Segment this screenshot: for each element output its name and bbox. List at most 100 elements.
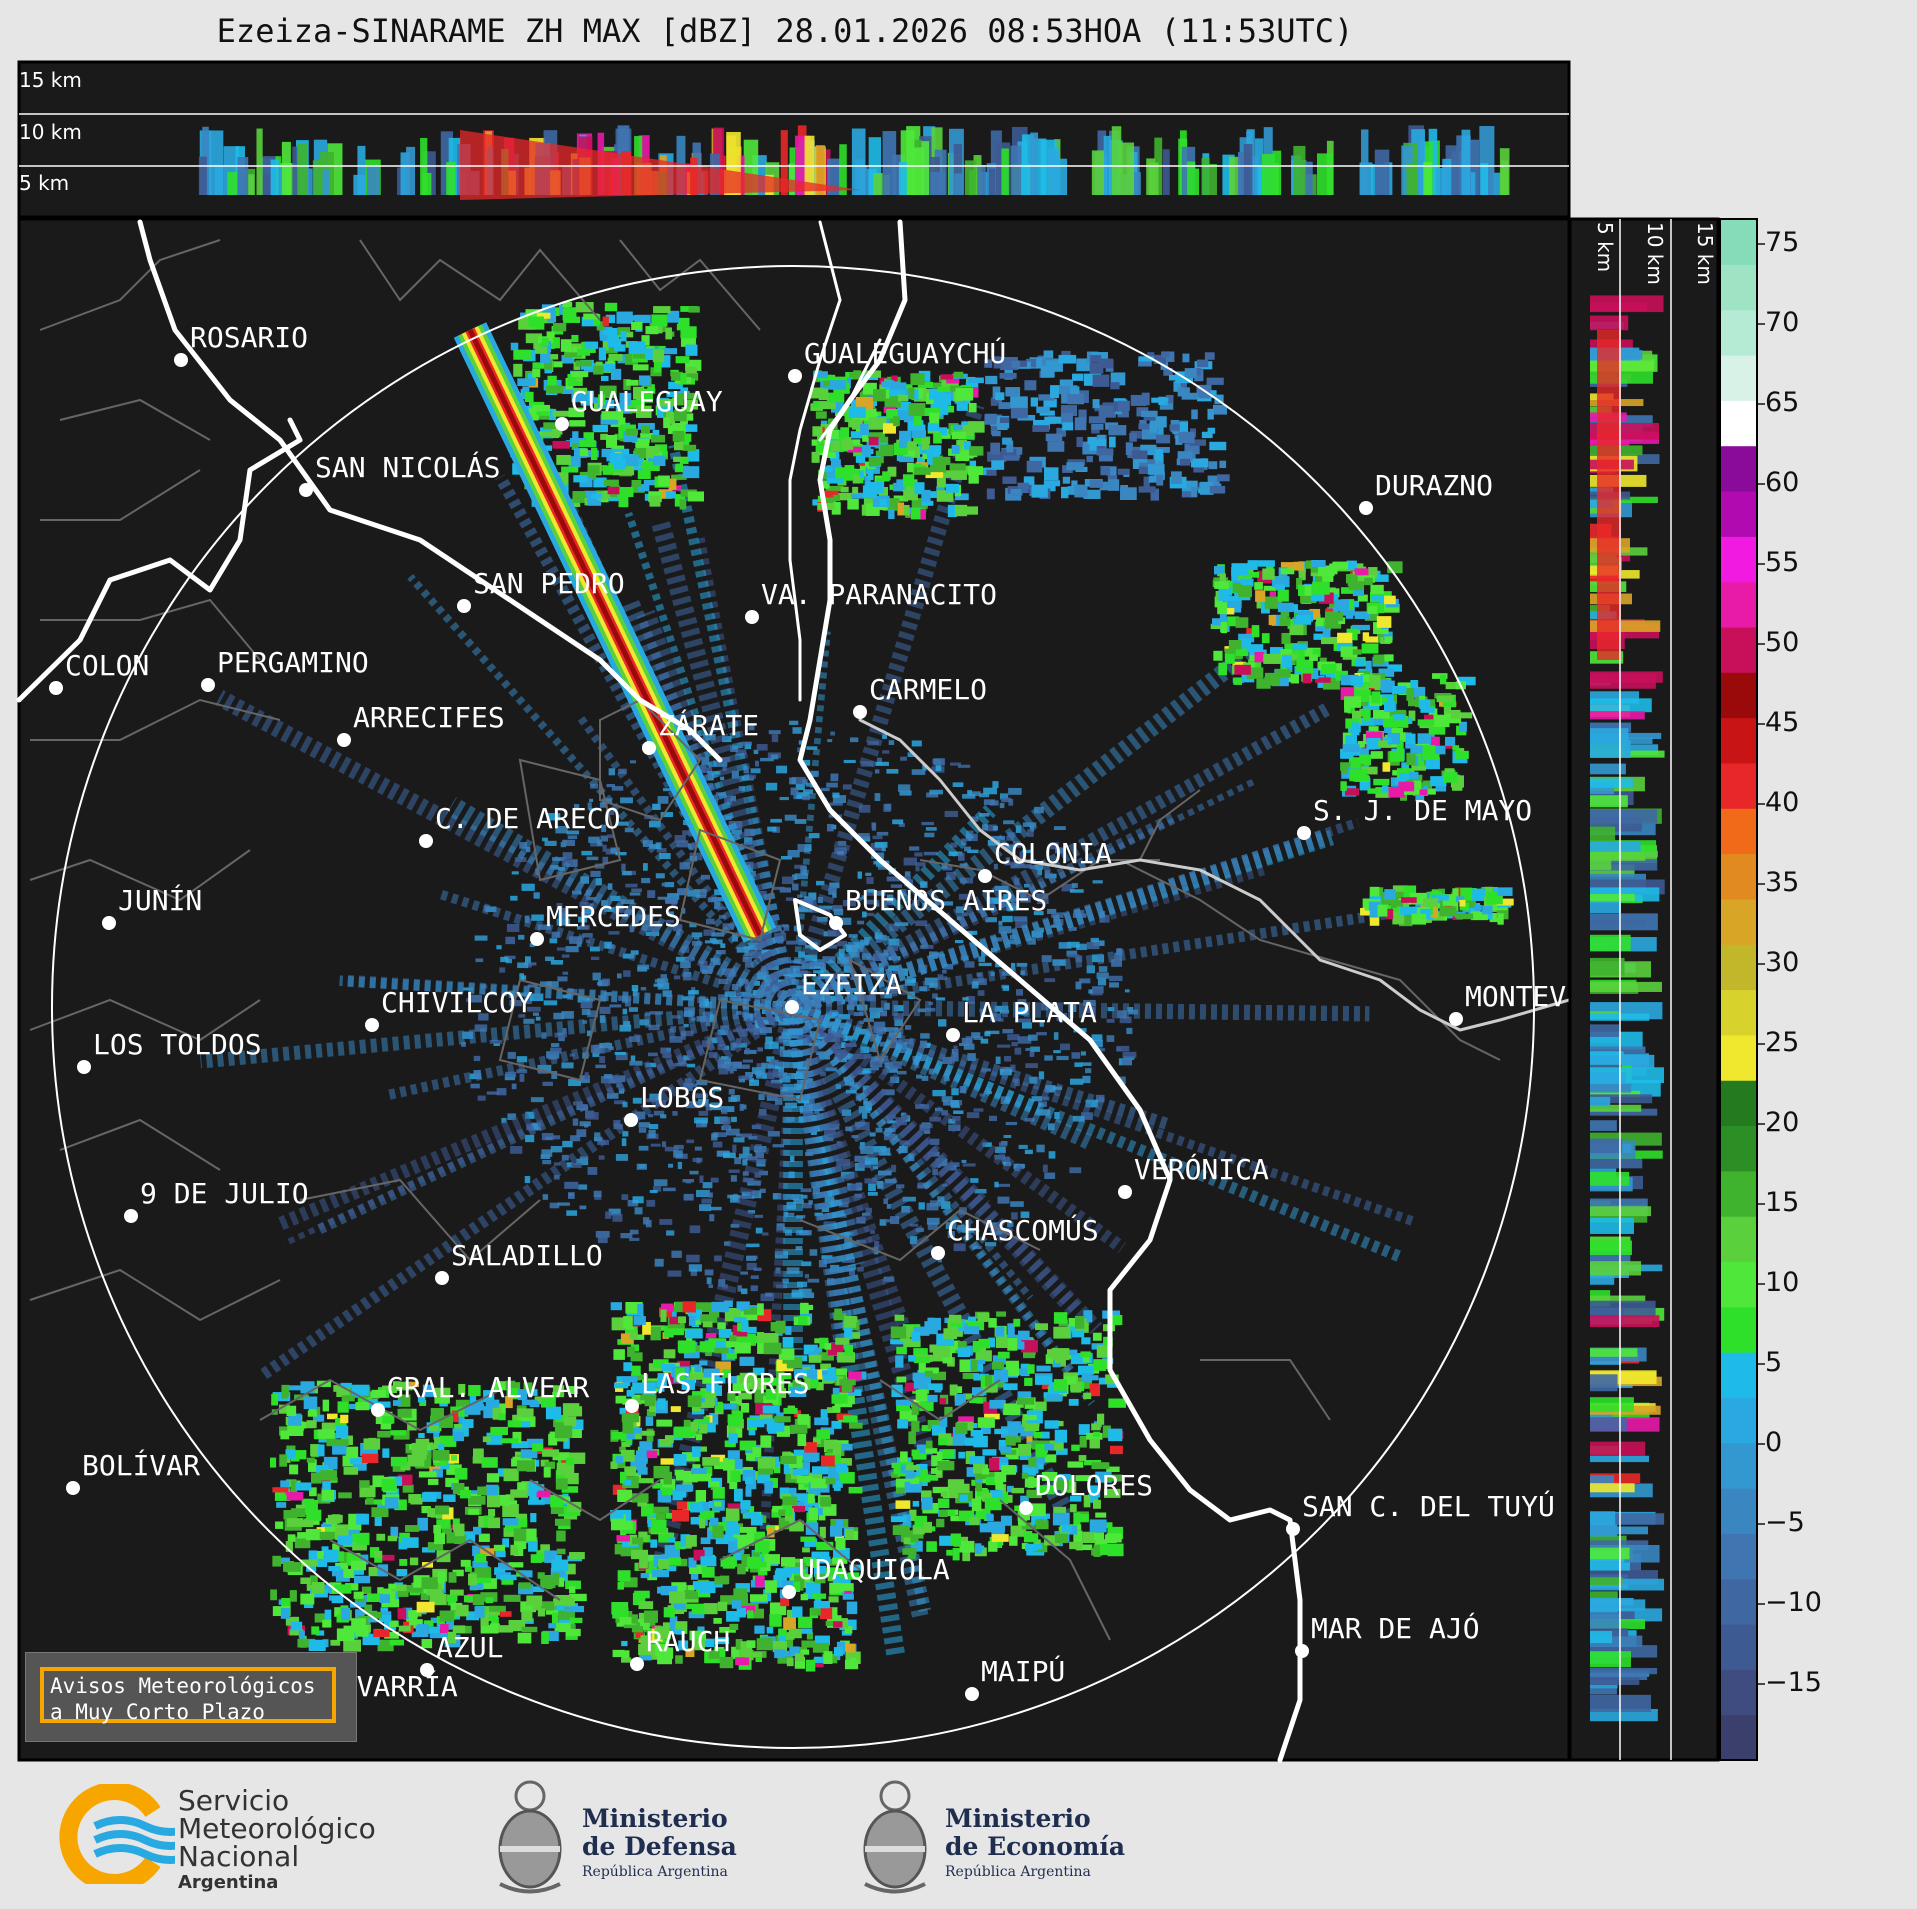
echo-cell — [895, 1500, 911, 1509]
echo-cell — [1106, 1466, 1120, 1473]
echo-cell — [949, 463, 966, 471]
echo-cell — [551, 1071, 558, 1079]
echo-cell — [661, 1141, 667, 1148]
echo-cell — [589, 807, 597, 812]
echo-cell — [778, 1636, 786, 1644]
top-echo-cell — [882, 131, 897, 195]
echo-cell — [446, 1594, 458, 1602]
echo-cell — [367, 1611, 383, 1619]
echo-cell — [593, 493, 603, 499]
echo-cell — [812, 959, 823, 967]
echo-cell — [1001, 797, 1012, 803]
echo-cell — [911, 740, 922, 747]
echo-cell — [404, 1525, 420, 1532]
echo-cell — [740, 1271, 749, 1275]
echo-cell — [453, 1431, 465, 1442]
echo-cell — [921, 1425, 931, 1432]
echo-cell — [754, 1214, 763, 1218]
echo-cell — [687, 991, 696, 999]
echo-cell — [727, 1376, 741, 1384]
echo-cell — [552, 1385, 565, 1398]
echo-cell — [434, 1532, 446, 1545]
echo-cell — [702, 1372, 718, 1384]
echo-cell — [436, 1519, 451, 1529]
echo-cell — [498, 1562, 514, 1571]
echo-cell — [979, 793, 990, 798]
echo-cell — [895, 1486, 907, 1494]
echo-cell — [829, 1582, 842, 1594]
echo-cell — [563, 1563, 576, 1575]
echo-cell — [1086, 965, 1095, 974]
echo-cell — [1026, 1434, 1033, 1444]
echo-cell — [1109, 982, 1120, 988]
echo-cell — [377, 1587, 384, 1594]
echo-cell — [942, 963, 954, 970]
echo-cell — [951, 431, 967, 440]
echo-cell — [816, 1382, 824, 1391]
echo-cell — [1073, 1512, 1081, 1525]
echo-cell — [615, 403, 633, 414]
echo-cell — [511, 1518, 528, 1528]
echo-cell — [607, 834, 614, 839]
echo-cell — [787, 850, 800, 858]
echo-cell — [1023, 1467, 1037, 1476]
echo-cell — [792, 883, 799, 891]
echo-cell — [1007, 1364, 1019, 1376]
echo-cell — [708, 1284, 713, 1289]
echo-cell — [634, 448, 647, 459]
echo-cell — [640, 425, 650, 434]
echo-cell — [601, 411, 618, 420]
echo-cell — [739, 1372, 758, 1384]
echo-cell — [812, 499, 820, 506]
echo-cell — [938, 976, 948, 981]
echo-cell — [458, 1383, 466, 1395]
echo-cell — [943, 1328, 958, 1340]
echo-cell — [926, 1217, 940, 1225]
echo-cell — [625, 1315, 641, 1327]
echo-cell — [714, 1347, 729, 1354]
echo-cell — [652, 429, 660, 440]
echo-cell — [1029, 1051, 1035, 1057]
echo-cell — [665, 327, 672, 340]
echo-cell — [832, 795, 847, 804]
echo-cell — [1076, 943, 1087, 951]
echo-cell — [862, 1068, 872, 1074]
echo-cell — [420, 1589, 429, 1601]
echo-cell — [285, 1492, 304, 1501]
top-echo-cell — [1480, 163, 1489, 195]
echo-cell — [550, 1494, 564, 1508]
echo-cell — [969, 446, 984, 456]
echo-cell — [1053, 826, 1066, 830]
echo-cell — [928, 388, 945, 400]
echo-cell — [500, 956, 509, 963]
echo-cell — [682, 372, 699, 381]
echo-cell — [416, 1601, 435, 1613]
echo-cell — [699, 1501, 710, 1515]
echo-cell — [754, 1531, 765, 1540]
echo-cell — [704, 1269, 714, 1276]
echo-cell — [855, 455, 866, 463]
echo-cell — [1096, 972, 1109, 979]
echo-cell — [844, 1237, 853, 1244]
echo-cell — [376, 1533, 386, 1541]
echo-cell — [982, 1142, 992, 1147]
echo-cell — [548, 1433, 558, 1446]
echo-cell — [543, 422, 556, 429]
echo-cell — [1280, 610, 1290, 617]
echo-cell — [486, 1473, 500, 1483]
echo-cell — [800, 1649, 810, 1655]
echo-cell — [742, 741, 752, 746]
echo-cell — [520, 1449, 538, 1459]
top-echo-cell — [256, 128, 263, 195]
echo-cell — [727, 1392, 736, 1402]
echo-cell — [739, 1356, 755, 1366]
echo-cell — [646, 1199, 656, 1207]
echo-cell — [938, 1433, 952, 1439]
echo-cell — [655, 1643, 669, 1656]
echo-cell — [719, 1626, 736, 1633]
echo-cell — [552, 1391, 559, 1397]
echo-cell — [913, 1356, 930, 1364]
echo-cell — [902, 1514, 911, 1528]
echo-cell — [966, 1112, 980, 1119]
echo-cell — [874, 1240, 880, 1247]
